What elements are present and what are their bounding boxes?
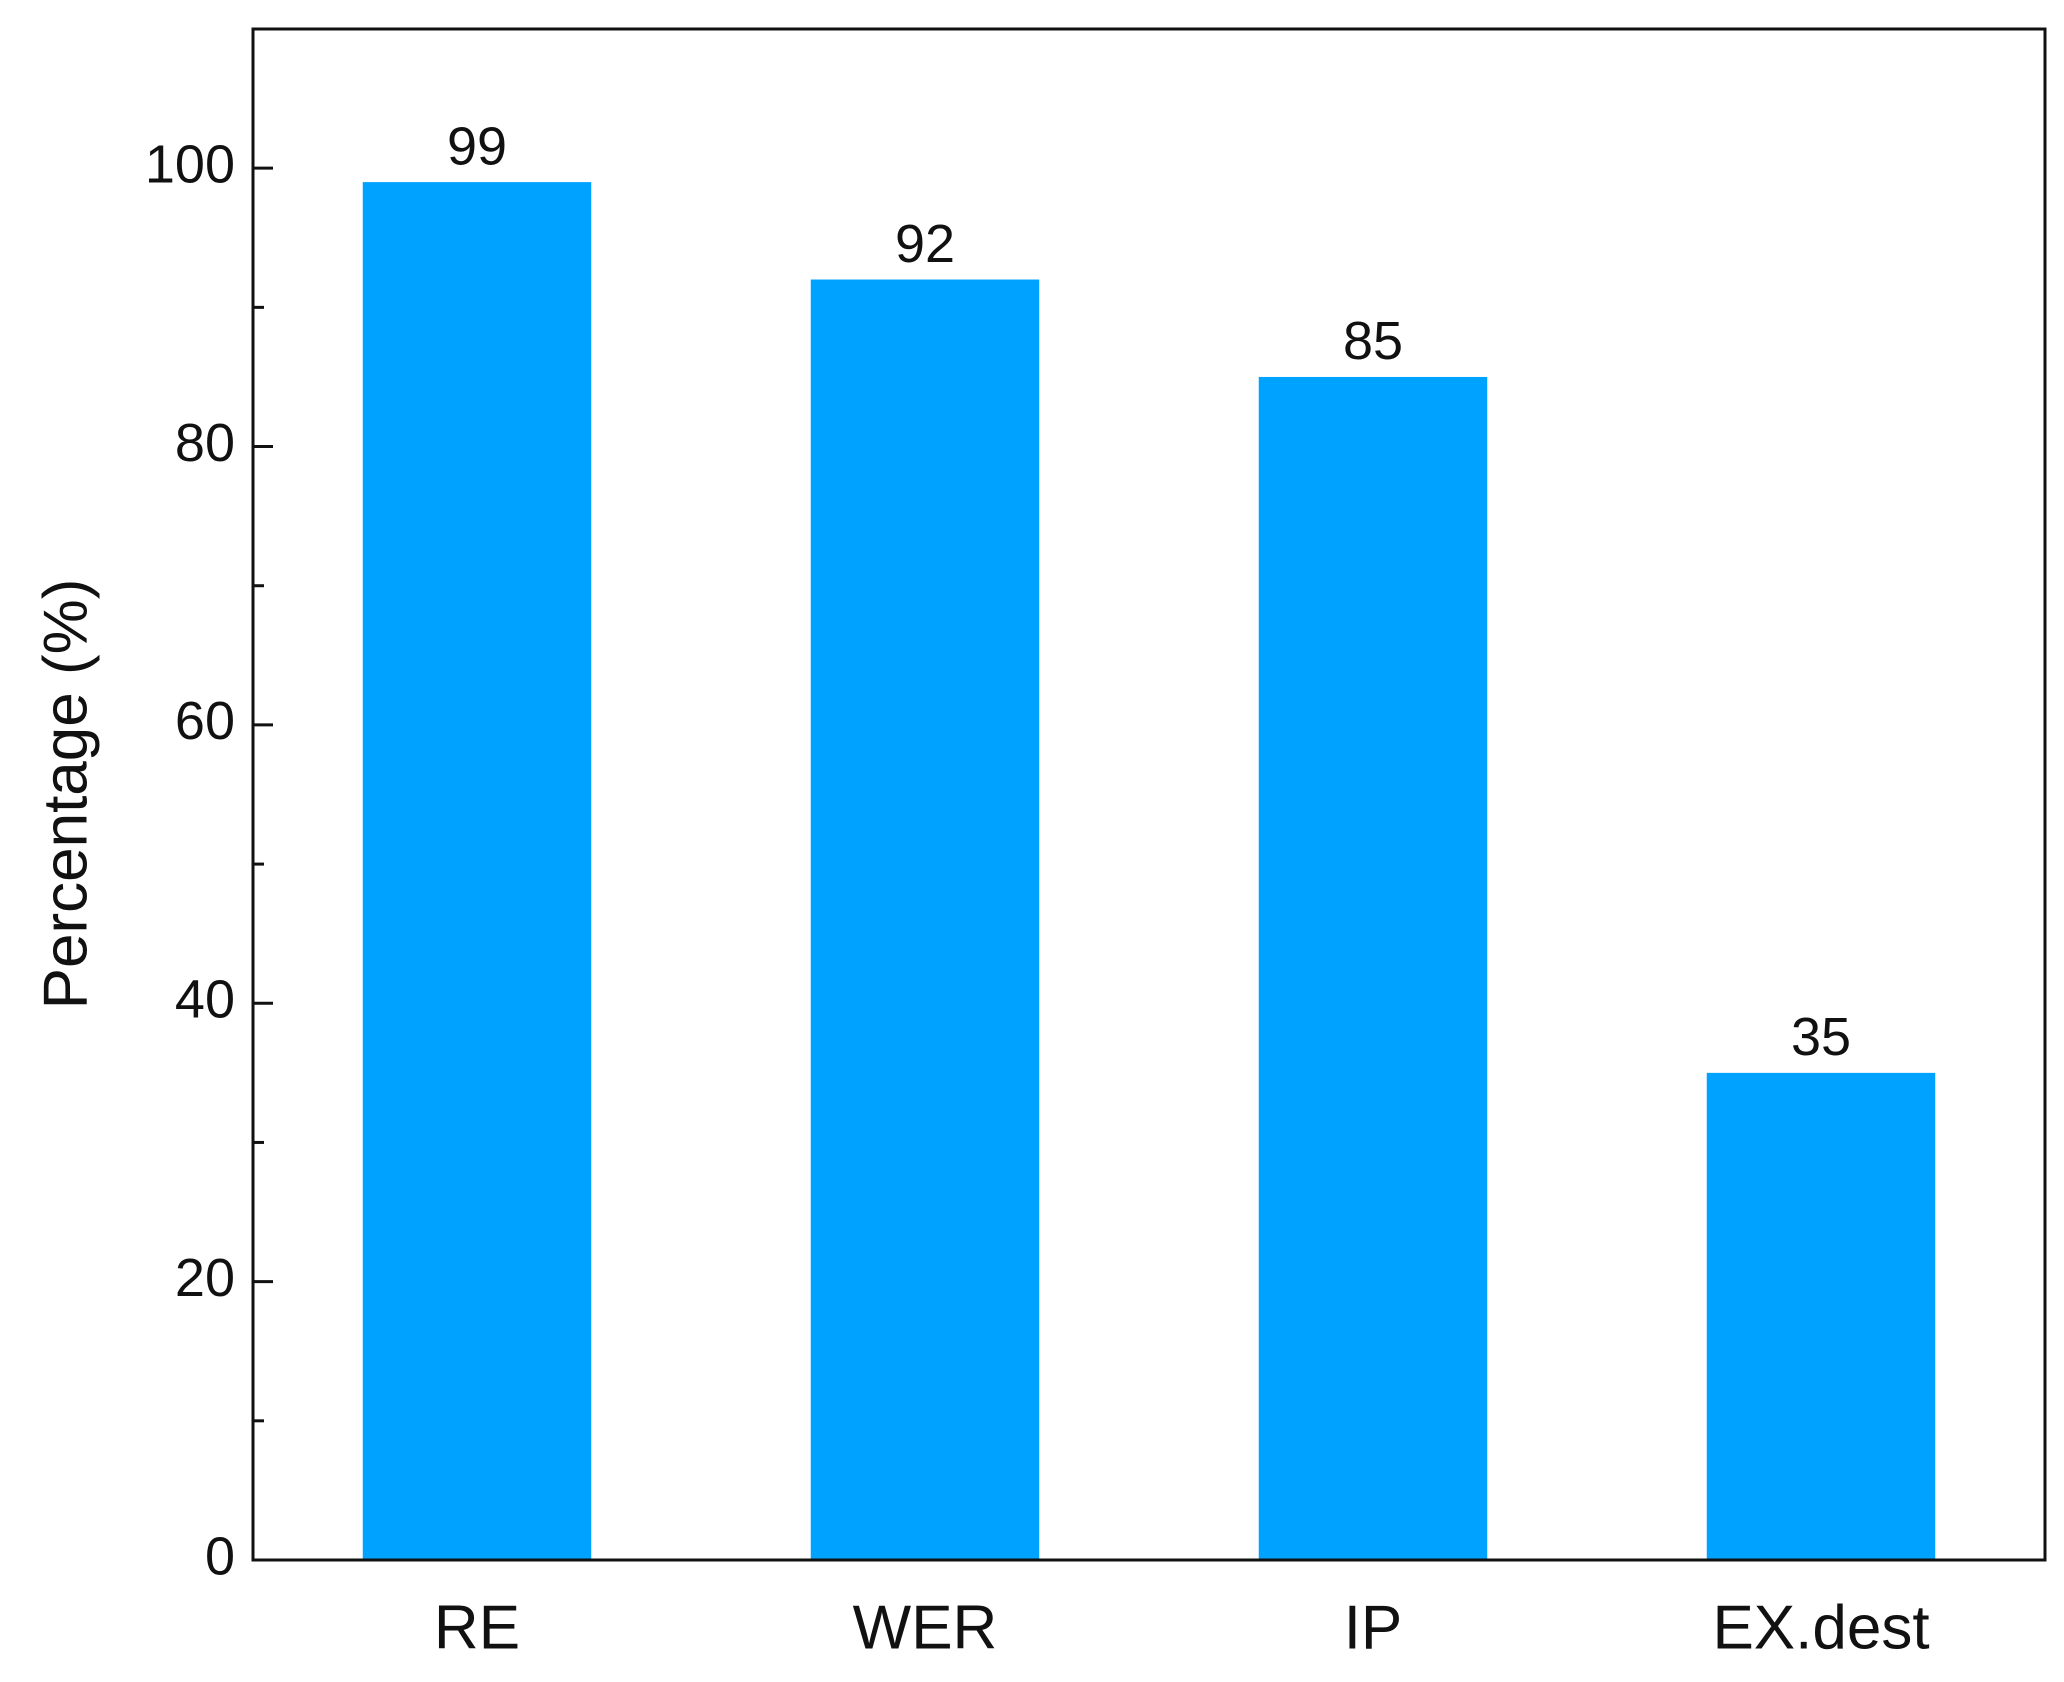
bar <box>1258 376 1488 1560</box>
bar <box>362 182 592 1561</box>
y-tick-label: 40 <box>175 970 235 1030</box>
x-tick-label: RE <box>434 1593 520 1662</box>
value-label: 99 <box>447 116 507 176</box>
bar <box>810 279 1040 1560</box>
plot-frame <box>251 27 2047 1562</box>
y-tick-label: 20 <box>175 1248 235 1308</box>
x-tick-label: EX.dest <box>1712 1593 1929 1662</box>
y-axis-label: Percentage (%) <box>31 579 100 1010</box>
y-tick-label: 60 <box>175 691 235 751</box>
value-label: 35 <box>1791 1007 1851 1067</box>
y-tick-label: 80 <box>175 413 235 473</box>
value-label: 85 <box>1343 311 1403 371</box>
bar <box>1706 1072 1936 1560</box>
y-tick-label: 100 <box>145 134 235 194</box>
y-tick-label: 0 <box>205 1526 235 1586</box>
x-tick-label: WER <box>853 1593 998 1662</box>
x-tick-label: IP <box>1344 1593 1403 1662</box>
value-label: 92 <box>895 214 955 274</box>
